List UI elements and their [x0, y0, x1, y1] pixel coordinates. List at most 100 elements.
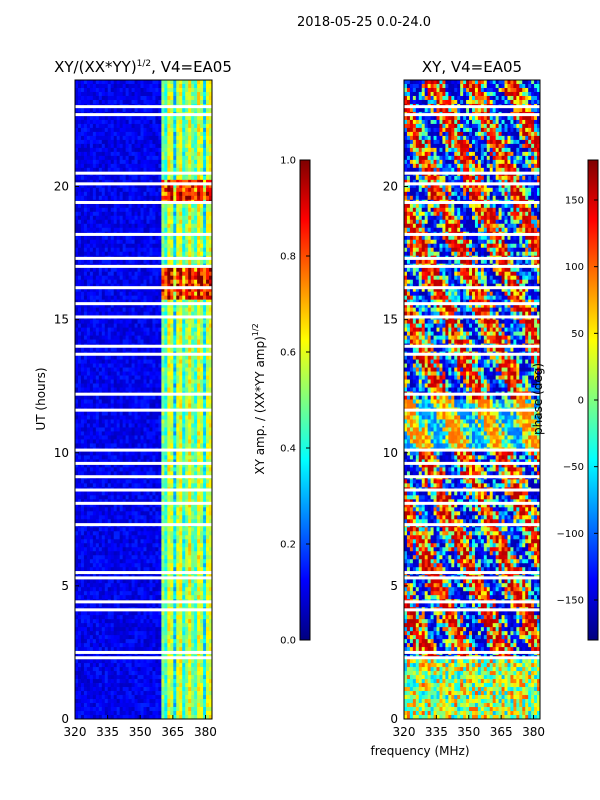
- phase-y-axis: 0 5 10 15 20: [383, 180, 408, 726]
- figure-suptitle: 2018-05-25 0.0-24.0: [297, 15, 431, 30]
- phase-gap-stripe: [404, 475, 540, 479]
- phase-gap-stripe: [404, 650, 540, 654]
- phase-heatmap: [404, 80, 541, 720]
- amplitude-y-axis-label: UT (hours): [34, 367, 48, 430]
- phase-panel-title: XY, V4=EA05: [422, 58, 522, 76]
- amplitude-colorbar-tick-label: 1.0: [280, 156, 296, 167]
- amplitude-y-tick-label: 5: [61, 579, 69, 593]
- phase-colorbar-tick-label: −50: [563, 462, 584, 473]
- amplitude-gap-stripe: [75, 171, 212, 175]
- amplitude-gap-stripe: [75, 392, 212, 396]
- phase-gap-stripe: [404, 608, 540, 612]
- amplitude-colorbar-tick-label: 0.8: [280, 252, 296, 263]
- amplitude-gap-stripe: [75, 576, 212, 580]
- amplitude-x-tick-label: 335: [96, 725, 119, 739]
- phase-panel: XY, V4=EA05 320 335 350 365 380 0 5 10 15 20 −15…: [383, 58, 599, 739]
- phase-colorbar-tick-label: 100: [565, 262, 584, 273]
- phase-x-axis: 320 335 350 365 380: [393, 715, 545, 739]
- amplitude-gap-stripe: [75, 408, 212, 412]
- amplitude-y-tick-label: 10: [54, 446, 69, 460]
- amplitude-gap-stripe: [75, 352, 212, 356]
- phase-gap-stripe: [404, 286, 540, 290]
- amplitude-panel-title: XY/(XX*YY)1/2, V4=EA05: [54, 58, 232, 76]
- amplitude-gap-stripe: [75, 232, 212, 236]
- amplitude-colorbar-ticks: 0.0 0.2 0.4 0.6 0.8 1.0: [280, 156, 310, 647]
- amplitude-gap-stripe: [75, 488, 212, 492]
- amplitude-title-text: XY/(XX*YY): [54, 58, 137, 76]
- amplitude-x-tick-label: 365: [161, 725, 184, 739]
- phase-x-tick-label: 380: [522, 725, 545, 739]
- phase-gap-stripe: [404, 488, 540, 492]
- amplitude-title-exponent: 1/2: [137, 59, 151, 69]
- amplitude-colorbar-tick-label: 0.4: [280, 444, 296, 455]
- amplitude-title-suffix: , V4=EA05: [151, 58, 232, 76]
- amplitude-y-axis: 0 5 10 15 20: [54, 180, 79, 726]
- amplitude-gap-stripe: [75, 608, 212, 612]
- amplitude-x-axis: 320 335 350 365 380: [64, 715, 217, 739]
- phase-gap-stripe: [404, 302, 540, 306]
- phase-gap-stripe: [404, 408, 540, 412]
- phase-colorbar-tick-label: −150: [557, 596, 584, 607]
- phase-gap-stripe: [404, 105, 540, 109]
- phase-gap-stripe: [404, 501, 540, 505]
- amplitude-colorbar-label-text: XY amp. / (XX*YY amp): [253, 336, 267, 474]
- phase-colorbar-label: phase (deg): [531, 363, 545, 435]
- phase-gap-stripe: [404, 264, 540, 268]
- phase-gap-stripe: [404, 600, 540, 604]
- amplitude-gap-stripe: [75, 523, 212, 527]
- phase-gap-stripe: [404, 448, 540, 452]
- phase-gap-stripe: [404, 571, 540, 575]
- phase-gap-stripe: [404, 576, 540, 580]
- phase-x-tick-label: 335: [425, 725, 448, 739]
- phase-gap-stripe: [404, 352, 540, 356]
- amplitude-gap-stripe: [75, 650, 212, 654]
- amplitude-colorbar: [299, 159, 311, 641]
- phase-gap-stripe: [404, 344, 540, 348]
- phase-x-tick-label: 365: [490, 725, 513, 739]
- amplitude-gap-stripe: [75, 105, 212, 109]
- phase-gap-stripe: [404, 182, 540, 186]
- amplitude-colorbar-label-exponent: 1/2: [251, 323, 260, 336]
- amplitude-gap-stripe: [75, 264, 212, 268]
- amplitude-gap-stripe: [75, 656, 212, 660]
- phase-gap-stripe: [404, 256, 540, 260]
- phase-y-tick-label: 15: [383, 313, 398, 327]
- phase-gap-stripe: [404, 171, 540, 175]
- amplitude-gap-stripe: [75, 344, 212, 348]
- phase-gap-stripe: [404, 523, 540, 527]
- amplitude-x-tick-label: 380: [194, 725, 217, 739]
- amplitude-colorbar-tick-label: 0.2: [280, 540, 296, 551]
- x-axis-label: frequency (MHz): [370, 744, 469, 758]
- phase-gap-stripe: [404, 232, 540, 236]
- phase-colorbar-tick-label: 0: [578, 396, 584, 407]
- amplitude-gap-stripe: [75, 475, 212, 479]
- amplitude-colorbar-label: XY amp. / (XX*YY amp)1/2: [251, 323, 267, 474]
- phase-gap-stripe: [404, 461, 540, 465]
- amplitude-heatmap: [75, 80, 213, 720]
- amplitude-gap-stripe: [75, 182, 212, 186]
- amplitude-gap-stripe: [75, 256, 212, 260]
- amplitude-gap-stripe: [75, 200, 212, 204]
- phase-plot-frame: [403, 79, 541, 720]
- phase-gap-stripe: [404, 315, 540, 319]
- amplitude-plot-frame: [74, 79, 213, 720]
- amplitude-gap-stripe: [75, 113, 212, 117]
- amplitude-colorbar-tick-label: 0.6: [280, 348, 296, 359]
- phase-colorbar-tick-label: 150: [565, 196, 584, 207]
- amplitude-gap-stripe: [75, 448, 212, 452]
- amplitude-gap-stripe: [75, 600, 212, 604]
- amplitude-colorbar-tick-label: 0.0: [280, 636, 296, 647]
- amplitude-y-tick-label: 20: [54, 180, 69, 194]
- phase-colorbar-tick-label: −100: [557, 529, 584, 540]
- phase-x-tick-label: 320: [393, 725, 416, 739]
- phase-gap-stripe: [404, 200, 540, 204]
- amplitude-gap-stripe: [75, 461, 212, 465]
- amplitude-gap-stripe: [75, 501, 212, 505]
- amplitude-gap-stripe: [75, 571, 212, 575]
- phase-gap-stripe: [404, 656, 540, 660]
- amplitude-y-tick-label: 0: [61, 712, 69, 726]
- amplitude-x-tick-label: 350: [129, 725, 152, 739]
- phase-y-tick-label: 5: [390, 579, 398, 593]
- phase-gap-stripe: [404, 392, 540, 396]
